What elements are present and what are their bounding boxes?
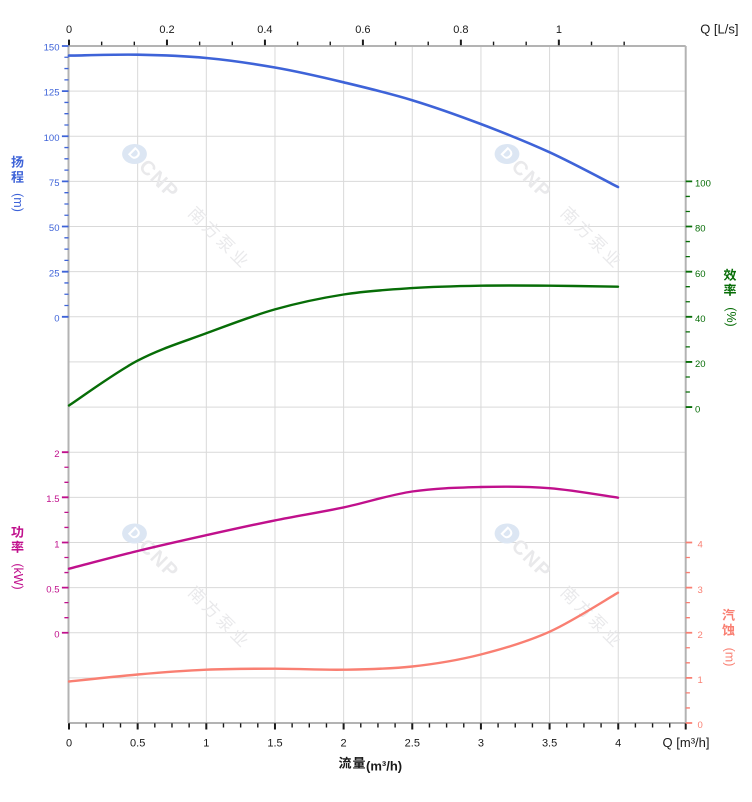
svg-text:0.5: 0.5	[130, 738, 145, 750]
svg-text:(m³/h): (m³/h)	[366, 759, 402, 774]
svg-text:2.5: 2.5	[405, 738, 420, 750]
svg-text:80: 80	[695, 224, 706, 235]
svg-text:3.5: 3.5	[542, 738, 557, 750]
svg-text:2: 2	[54, 449, 59, 460]
svg-text:75: 75	[49, 178, 60, 189]
svg-text:(kW): (kW)	[11, 563, 25, 589]
svg-text:1.5: 1.5	[46, 494, 59, 505]
svg-text:1: 1	[203, 738, 209, 750]
svg-text:(m): (m)	[723, 648, 737, 667]
svg-text:20: 20	[695, 359, 706, 370]
svg-text:0.2: 0.2	[159, 24, 174, 36]
svg-text:0.4: 0.4	[257, 24, 272, 36]
svg-text:40: 40	[695, 314, 706, 325]
svg-text:CNP: CNP	[507, 156, 556, 205]
svg-text:0.8: 0.8	[453, 24, 468, 36]
svg-text:1: 1	[54, 539, 59, 550]
svg-text:150: 150	[44, 43, 60, 54]
svg-text:0: 0	[66, 24, 72, 36]
svg-text:0.5: 0.5	[46, 584, 59, 595]
svg-text:Q [m³/h]: Q [m³/h]	[663, 735, 710, 750]
svg-text:(m): (m)	[11, 193, 25, 212]
svg-text:100: 100	[44, 133, 60, 144]
svg-text:0: 0	[695, 404, 700, 415]
svg-text:3: 3	[478, 738, 484, 750]
svg-text:2: 2	[341, 738, 347, 750]
svg-text:100: 100	[695, 179, 711, 190]
svg-text:4: 4	[698, 540, 703, 551]
svg-text:60: 60	[695, 269, 706, 280]
svg-text:1: 1	[556, 24, 562, 36]
svg-text:25: 25	[49, 268, 60, 279]
svg-text:0: 0	[66, 738, 72, 750]
svg-text:125: 125	[44, 88, 60, 99]
svg-text:2: 2	[698, 630, 703, 641]
svg-text:50: 50	[49, 223, 60, 234]
svg-text:(%): (%)	[724, 307, 738, 326]
svg-text:1.5: 1.5	[267, 738, 282, 750]
svg-text:Q [L/s]: Q [L/s]	[700, 22, 738, 37]
svg-text:0.6: 0.6	[355, 24, 370, 36]
svg-text:0: 0	[698, 720, 703, 731]
svg-text:0: 0	[54, 630, 59, 641]
svg-text:4: 4	[615, 738, 621, 750]
svg-text:1: 1	[698, 675, 703, 686]
svg-text:3: 3	[698, 585, 703, 596]
svg-text:CNP: CNP	[134, 156, 183, 205]
svg-text:0: 0	[54, 313, 59, 324]
